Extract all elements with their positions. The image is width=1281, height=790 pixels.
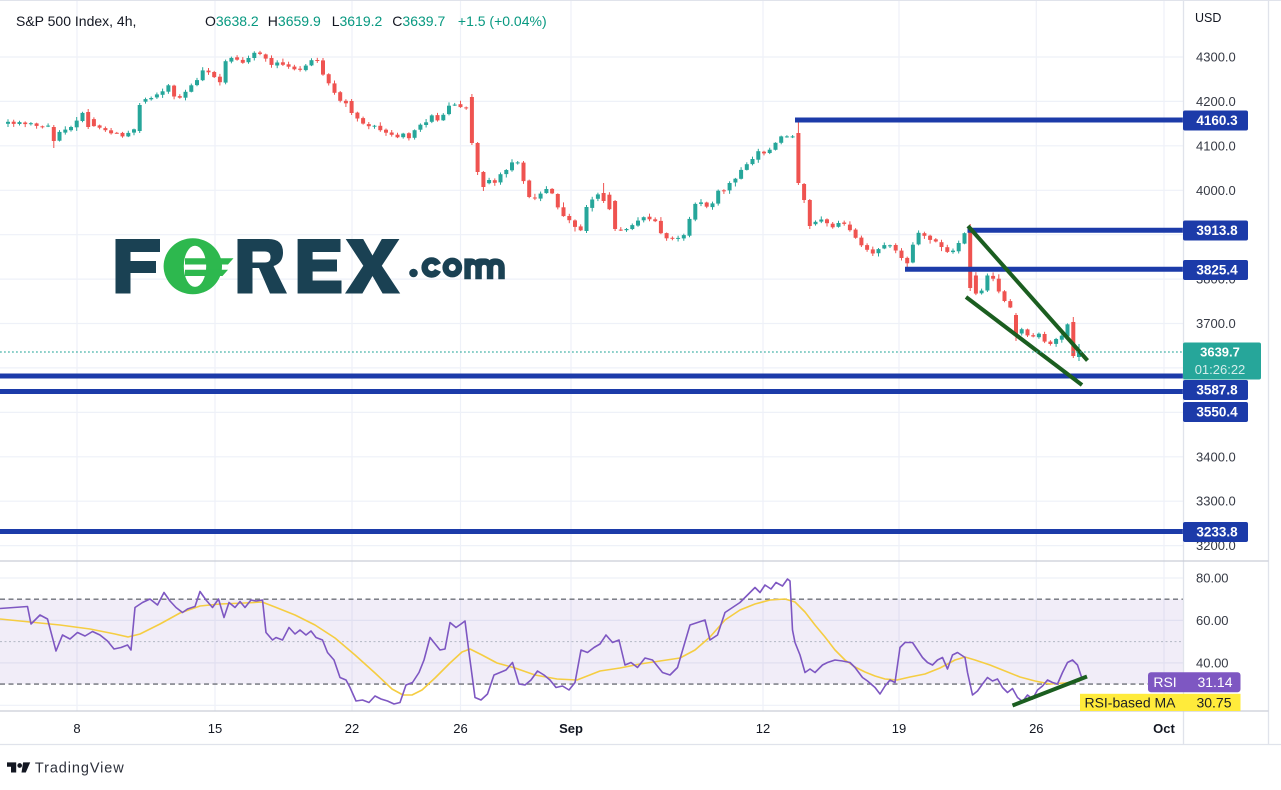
svg-text:RSI: RSI: [1153, 674, 1176, 690]
svg-text:RSI-based MA: RSI-based MA: [1084, 694, 1176, 710]
svg-text:4160.3: 4160.3: [1196, 113, 1238, 128]
svg-text:60.00: 60.00: [1196, 613, 1229, 628]
svg-text:40.00: 40.00: [1196, 655, 1229, 670]
svg-text:3700.0: 3700.0: [1196, 316, 1236, 331]
svg-text:30.75: 30.75: [1196, 694, 1231, 710]
svg-text:4300.0: 4300.0: [1196, 50, 1236, 65]
svg-text:TradingView: TradingView: [35, 760, 125, 776]
svg-text:3913.8: 3913.8: [1196, 223, 1238, 238]
svg-text:H3659.9: H3659.9: [268, 13, 321, 29]
svg-text:3550.4: 3550.4: [1196, 405, 1238, 420]
svg-text:15: 15: [208, 721, 222, 736]
svg-text:C3639.7: C3639.7: [392, 13, 445, 29]
svg-text:+1.5 (+0.04%): +1.5 (+0.04%): [458, 13, 547, 29]
svg-text:O3638.2: O3638.2: [205, 13, 259, 29]
svg-text:3233.8: 3233.8: [1196, 525, 1238, 540]
svg-text:USD: USD: [1195, 11, 1221, 25]
svg-text:26: 26: [453, 721, 467, 736]
svg-text:3400.0: 3400.0: [1196, 449, 1236, 464]
svg-text:80.00: 80.00: [1196, 571, 1229, 586]
svg-text:4200.0: 4200.0: [1196, 94, 1236, 109]
svg-text:3825.4: 3825.4: [1196, 263, 1238, 278]
svg-text:19: 19: [892, 721, 906, 736]
svg-text:S&P 500 Index, 4h,: S&P 500 Index, 4h,: [16, 13, 136, 29]
svg-text:L3619.2: L3619.2: [332, 13, 383, 29]
svg-text:3639.7: 3639.7: [1200, 345, 1240, 360]
svg-text:31.14: 31.14: [1197, 674, 1232, 690]
svg-text:Sep: Sep: [559, 721, 583, 736]
svg-text:4100.0: 4100.0: [1196, 138, 1236, 153]
svg-text:4000.0: 4000.0: [1196, 183, 1236, 198]
svg-text:3587.8: 3587.8: [1196, 383, 1238, 398]
svg-text:12: 12: [756, 721, 770, 736]
svg-text:Oct: Oct: [1153, 721, 1175, 736]
svg-text:22: 22: [345, 721, 359, 736]
svg-text:3300.0: 3300.0: [1196, 494, 1236, 509]
svg-text:26: 26: [1029, 721, 1043, 736]
svg-text:8: 8: [73, 721, 80, 736]
svg-text:01:26:22: 01:26:22: [1195, 362, 1246, 377]
